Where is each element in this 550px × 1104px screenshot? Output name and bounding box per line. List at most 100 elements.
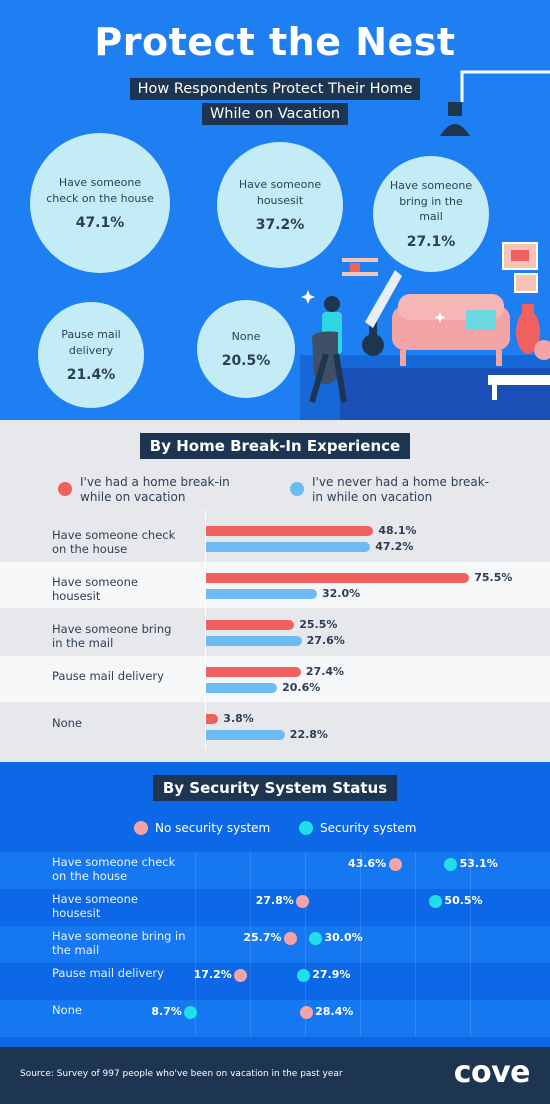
category-label: Pause mail delivery xyxy=(52,966,164,980)
dot-security xyxy=(309,931,322,945)
bar-breakin xyxy=(205,620,295,630)
dot-security xyxy=(296,968,310,982)
bubble-label: Have someone housesit xyxy=(238,177,322,207)
dot-no-security xyxy=(296,894,310,908)
category-label: None xyxy=(52,1003,83,1017)
table-leg xyxy=(492,385,497,400)
bar-breakin xyxy=(205,526,374,536)
dot-value-label: 8.7% xyxy=(151,1005,182,1018)
category-label: Have someone bring in the mail xyxy=(52,929,186,958)
category-label: Pause mail delivery xyxy=(52,669,164,683)
bar-no-breakin xyxy=(205,730,285,740)
bar-value-label: 22.8% xyxy=(289,728,328,741)
picture-frame-small xyxy=(514,273,538,293)
category-label: None xyxy=(52,716,83,730)
bar-value-label: 27.4% xyxy=(305,665,345,678)
legend-dot-blue xyxy=(290,482,304,496)
dot-security xyxy=(184,1005,198,1019)
row-band xyxy=(0,562,550,608)
legend-label-security: Security system xyxy=(320,821,417,835)
dot-value-label: 53.1% xyxy=(459,857,498,870)
row-band xyxy=(0,852,550,889)
legend-label-no-security: No security system xyxy=(155,821,271,835)
bar-value-label: 48.1% xyxy=(378,524,417,537)
bar-no-breakin xyxy=(205,542,371,552)
bubble-check-house: Have someone check on the house 47.1% xyxy=(30,133,170,273)
bubble-label: Have someone check on the house xyxy=(46,175,154,205)
dot-value-label: 43.6% xyxy=(348,857,387,870)
sword xyxy=(365,270,402,328)
sparkle-icon xyxy=(301,290,315,304)
vase-neck xyxy=(522,304,534,318)
page-title: Protect the Nest xyxy=(94,20,456,64)
bar-no-breakin xyxy=(205,589,317,599)
lamp-shade xyxy=(440,124,470,136)
sparkle-icon xyxy=(434,312,446,323)
bubble-value: 21.4% xyxy=(66,367,116,384)
bubble-bring-mail: Have someone bring in the mail 27.1% xyxy=(373,156,489,272)
grid-line xyxy=(305,852,306,1037)
plant-pot xyxy=(362,334,384,356)
dot-value-label: 50.5% xyxy=(444,894,483,907)
security-section: By Security System Status No security sy… xyxy=(0,762,550,1047)
home-illustration xyxy=(300,70,550,420)
legend-label-no-breakin: I've never had a home break-in while on … xyxy=(312,475,490,504)
subtitle-line-1: How Respondents Protect Their Home xyxy=(0,78,550,100)
figure-head xyxy=(324,296,340,312)
footer: Source: Survey of 997 people who've been… xyxy=(0,1047,550,1104)
legend-label-breakin: I've had a home break-in while on vacati… xyxy=(80,475,230,504)
bar-breakin xyxy=(205,714,219,724)
bubble-label: Have someone bring in the mail xyxy=(389,178,473,224)
bubble-housesit: Have someone housesit 37.2% xyxy=(217,142,343,268)
overview-section: Protect the Nest How Respondents Protect… xyxy=(0,0,550,420)
bar-value-label: 3.8% xyxy=(223,712,254,725)
bubble-pause-mail: Pause mail delivery 21.4% xyxy=(38,302,144,408)
cove-logo[interactable]: cove xyxy=(453,1055,531,1090)
shelf-box xyxy=(350,263,360,272)
legend-dot-cyan xyxy=(299,821,313,835)
bar-value-label: 20.6% xyxy=(282,681,321,694)
dot-value-label: 27.9% xyxy=(312,968,351,981)
dot-no-security xyxy=(283,931,297,945)
grid-line xyxy=(415,852,416,1037)
bar-no-breakin xyxy=(205,636,302,646)
grid-line xyxy=(195,852,196,1037)
shelf-lower xyxy=(342,272,378,276)
vase-small xyxy=(534,340,550,360)
dot-no-security xyxy=(234,968,248,982)
section-title: By Home Break-In Experience xyxy=(0,433,550,459)
bubble-none: None 20.5% xyxy=(197,300,295,398)
category-label: Have someone bring in the mail xyxy=(52,622,172,651)
legend-dot-pink xyxy=(134,821,148,835)
bubble-value: 37.2% xyxy=(255,217,305,234)
dot-value-label: 27.8% xyxy=(255,894,294,907)
category-label: Have someone check on the house xyxy=(52,855,176,884)
bubble-value: 20.5% xyxy=(221,353,271,370)
dot-no-security xyxy=(388,857,402,871)
bar-value-label: 47.2% xyxy=(375,540,414,553)
figure-legs xyxy=(309,353,347,403)
grid-line xyxy=(470,852,471,1037)
bar-value-label: 75.5% xyxy=(474,571,513,584)
bubble-value: 47.1% xyxy=(75,215,125,232)
legend-dot-red xyxy=(58,482,72,496)
category-label: Have someone check on the house xyxy=(52,528,176,557)
bar-breakin xyxy=(205,573,470,583)
bar-axis xyxy=(205,510,206,750)
couch-leg xyxy=(496,350,502,366)
source-note: Source: Survey of 997 people who've been… xyxy=(20,1069,343,1079)
bar-value-label: 32.0% xyxy=(322,587,361,600)
bubble-value: 27.1% xyxy=(406,234,456,251)
bubble-label: Pause mail delivery xyxy=(61,327,121,357)
dot-security xyxy=(428,894,442,908)
dot-no-security xyxy=(299,1005,313,1019)
lamp-cap xyxy=(448,102,462,116)
break-in-section: By Home Break-In Experience I've had a h… xyxy=(0,420,550,762)
dot-value-label: 28.4% xyxy=(315,1005,354,1018)
cushion xyxy=(466,310,496,330)
couch-leg xyxy=(400,350,406,366)
shelf xyxy=(342,258,378,262)
category-label: Have someone housesit xyxy=(52,575,138,604)
bar-value-label: 25.5% xyxy=(299,618,338,631)
bar-value-label: 27.6% xyxy=(306,634,345,647)
